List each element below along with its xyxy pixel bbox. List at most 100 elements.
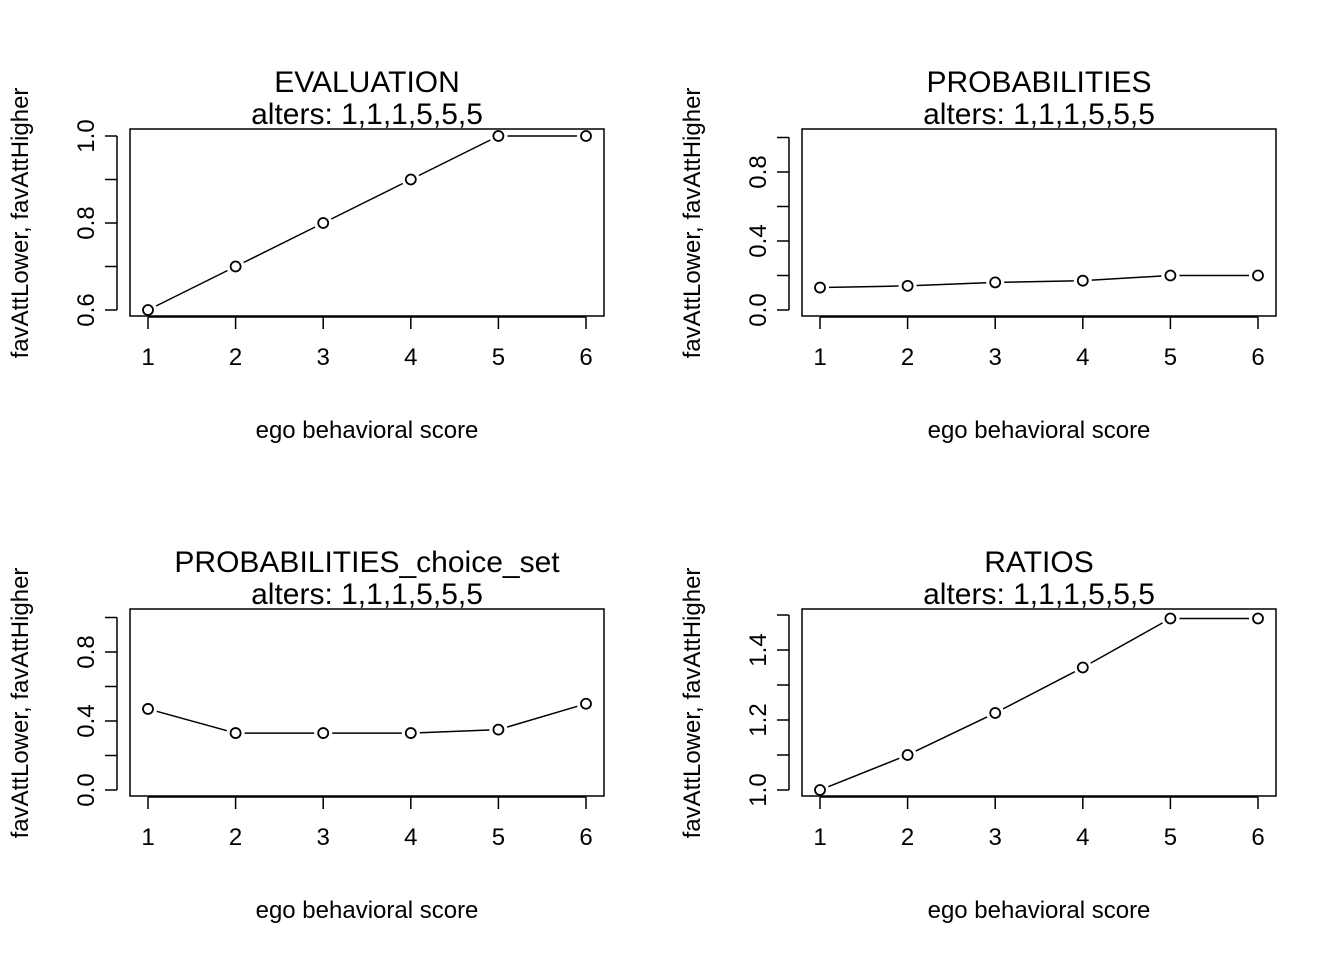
data-point xyxy=(989,707,1002,719)
data-point xyxy=(404,727,417,739)
data-point xyxy=(317,727,330,739)
plot-frame xyxy=(801,608,1277,797)
data-point xyxy=(580,130,592,142)
series-segment xyxy=(418,139,491,177)
x-tick-label: 3 xyxy=(989,344,1002,371)
y-tick-label: 0.4 xyxy=(745,224,772,257)
x-tick-label: 4 xyxy=(1076,344,1089,371)
y-axis-label: favAttLower, favAttHigher xyxy=(679,88,706,359)
x-tick-label: 2 xyxy=(901,344,914,371)
data-point xyxy=(317,217,330,229)
y-tick-label: 1.2 xyxy=(745,703,772,736)
chart-subtitle: alters: 1,1,1,5,5,5 xyxy=(923,98,1155,131)
series-segment xyxy=(243,226,316,264)
data-point xyxy=(404,173,417,186)
x-tick-label: 5 xyxy=(1164,824,1177,851)
data-point xyxy=(814,784,826,796)
x-tick-label: 6 xyxy=(579,344,592,371)
x-tick-label: 3 xyxy=(989,824,1002,851)
x-tick-label: 2 xyxy=(901,824,914,851)
x-tick-label: 1 xyxy=(813,824,826,851)
x-tick-label: 3 xyxy=(317,344,330,371)
data-point xyxy=(1252,269,1264,282)
data-point xyxy=(580,697,592,710)
y-tick-label: 1.0 xyxy=(73,119,100,152)
series-segment xyxy=(506,705,578,728)
series-segment xyxy=(156,710,228,732)
x-tick-label: 5 xyxy=(492,824,505,851)
y-tick-label: 1.4 xyxy=(745,633,772,666)
y-axis-label: favAttLower, favAttHigher xyxy=(7,88,34,359)
x-axis-label: ego behavioral score xyxy=(928,417,1151,444)
x-tick-label: 1 xyxy=(141,344,154,371)
x-axis-label: ego behavioral score xyxy=(256,897,479,924)
y-tick-label: 0.8 xyxy=(73,635,100,668)
x-axis-label: ego behavioral score xyxy=(928,897,1151,924)
chart-subtitle: alters: 1,1,1,5,5,5 xyxy=(251,98,483,131)
y-tick-label: 0.4 xyxy=(73,704,100,737)
series-segment xyxy=(419,729,490,734)
data-point xyxy=(1164,269,1177,282)
chart-title: EVALUATION xyxy=(274,66,460,99)
y-tick-label: 0.0 xyxy=(73,773,100,806)
y-axis-label: favAttLower, favAttHigher xyxy=(679,568,706,839)
x-tick-label: 6 xyxy=(1251,824,1264,851)
series-segment xyxy=(1091,275,1162,281)
plot-frame xyxy=(801,128,1277,317)
data-point xyxy=(142,703,154,715)
chart-title: PROBABILITIES_choice_set xyxy=(174,546,560,579)
x-tick-label: 4 xyxy=(1076,824,1089,851)
x-tick-label: 1 xyxy=(141,824,154,851)
series-segment xyxy=(1002,670,1076,710)
data-point xyxy=(989,276,1002,289)
x-tick-label: 4 xyxy=(404,824,417,851)
series-segment xyxy=(915,716,988,752)
series-segment xyxy=(828,285,899,289)
x-tick-label: 6 xyxy=(1251,344,1264,371)
data-point xyxy=(492,723,505,736)
data-point xyxy=(1076,274,1089,287)
series-segment xyxy=(828,757,900,788)
series-segment xyxy=(1090,622,1163,664)
y-tick-label: 0.6 xyxy=(73,293,100,326)
plot-frame xyxy=(129,128,605,317)
x-tick-label: 2 xyxy=(229,824,242,851)
x-tick-label: 4 xyxy=(404,344,417,371)
x-tick-label: 5 xyxy=(1164,344,1177,371)
series-segment xyxy=(1004,280,1074,283)
x-tick-label: 2 xyxy=(229,344,242,371)
data-point xyxy=(901,279,914,292)
data-point xyxy=(901,749,914,761)
chart-title: RATIOS xyxy=(984,546,1093,579)
x-tick-label: 1 xyxy=(813,344,826,371)
chart-title: PROBABILITIES xyxy=(926,66,1151,99)
data-point xyxy=(142,304,154,316)
plot-frame xyxy=(129,608,605,797)
y-axis-label: favAttLower, favAttHigher xyxy=(7,568,34,839)
data-point xyxy=(492,130,505,142)
series-segment xyxy=(916,282,987,287)
data-point xyxy=(814,281,826,294)
x-tick-label: 6 xyxy=(579,824,592,851)
y-tick-label: 0.0 xyxy=(745,293,772,326)
series-segment xyxy=(155,269,228,307)
series-segment xyxy=(330,182,404,220)
data-point xyxy=(1076,661,1089,674)
data-point xyxy=(1252,612,1264,625)
y-tick-label: 1.0 xyxy=(745,773,772,806)
y-tick-label: 0.8 xyxy=(745,155,772,188)
x-axis-label: ego behavioral score xyxy=(256,417,479,444)
y-tick-label: 0.8 xyxy=(73,206,100,239)
data-point xyxy=(1164,612,1177,625)
data-point xyxy=(229,260,242,273)
chart-subtitle: alters: 1,1,1,5,5,5 xyxy=(923,578,1155,611)
x-tick-label: 5 xyxy=(492,344,505,371)
x-tick-label: 3 xyxy=(317,824,330,851)
data-point xyxy=(229,727,242,739)
chart-subtitle: alters: 1,1,1,5,5,5 xyxy=(251,578,483,611)
